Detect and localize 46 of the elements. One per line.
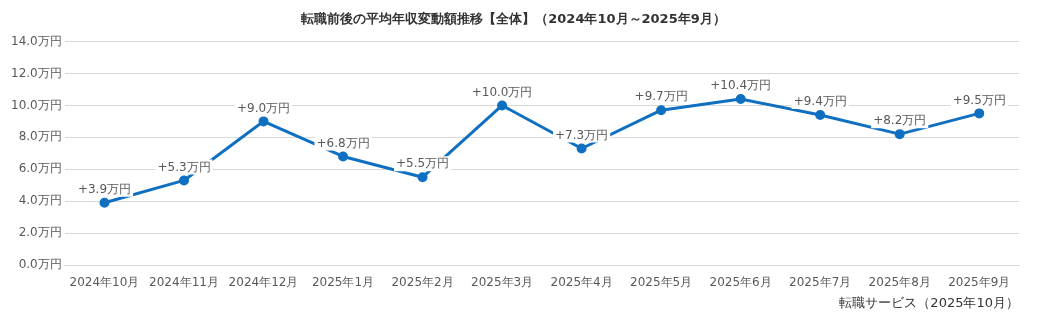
y-tick-label: 14.0万円 [11, 33, 62, 48]
point [815, 110, 826, 120]
y-tick-label: 10.0万円 [11, 97, 62, 112]
x-tick-label: 2025年5月 [630, 275, 693, 290]
point [338, 151, 349, 162]
x-tick-label: 2025年3月 [471, 275, 534, 290]
y-tick-label: 2.0万円 [18, 225, 62, 240]
x-tick-label: 2025年4月 [550, 275, 613, 290]
point [974, 108, 985, 119]
x-tick-label: 2025年2月 [391, 275, 454, 290]
data-label: +9.7万円 [634, 89, 688, 104]
x-tick-label: 2025年6月 [709, 275, 772, 290]
x-tick-label: 2025年1月 [311, 275, 375, 290]
text: 転職サービス（2025年10月） [839, 294, 1019, 310]
y-tick-label: 12.0万円 [11, 65, 62, 80]
x-tick-label: 2025年9月 [948, 275, 1011, 290]
x-tick-label: 2025年7月 [789, 275, 852, 290]
data-label: +3.9万円 [77, 181, 132, 196]
data-label: +10.0万円 [471, 84, 533, 99]
y-tick-label: 8.0万円 [18, 129, 62, 144]
data-label: +9.5万円 [952, 92, 1006, 107]
point [497, 100, 508, 111]
point [417, 172, 428, 183]
x-tick-label: 2025年8月 [868, 275, 931, 290]
point [735, 94, 746, 105]
y-tick-label: 4.0万円 [18, 193, 62, 208]
point [179, 175, 189, 186]
x-tick-label: 2024年11月 [149, 275, 219, 290]
data-label: +5.5万円 [396, 156, 450, 171]
data-label: +9.4万円 [793, 94, 847, 109]
data-label: +7.3万円 [555, 127, 609, 142]
data-label: +5.3万円 [157, 159, 211, 174]
y-tick-label: 0.0万円 [18, 257, 62, 272]
point [656, 105, 667, 116]
point [99, 197, 110, 208]
y-tick-label: 6.0万円 [18, 161, 62, 176]
chart-title: 転職前後の平均年収変動額推移【全体】（2024年10月～2025年9月） [300, 11, 726, 27]
point [894, 129, 905, 140]
x-tick-label: 2024年10月 [69, 275, 140, 290]
x-tick-label: 2024年12月 [228, 275, 299, 290]
data-label: +9.0万円 [236, 100, 291, 115]
point [258, 116, 269, 127]
data-label: +8.2万円 [873, 113, 927, 128]
data-label: +10.4万円 [710, 78, 772, 93]
data-label: +6.8万円 [316, 135, 370, 150]
point [576, 143, 587, 154]
